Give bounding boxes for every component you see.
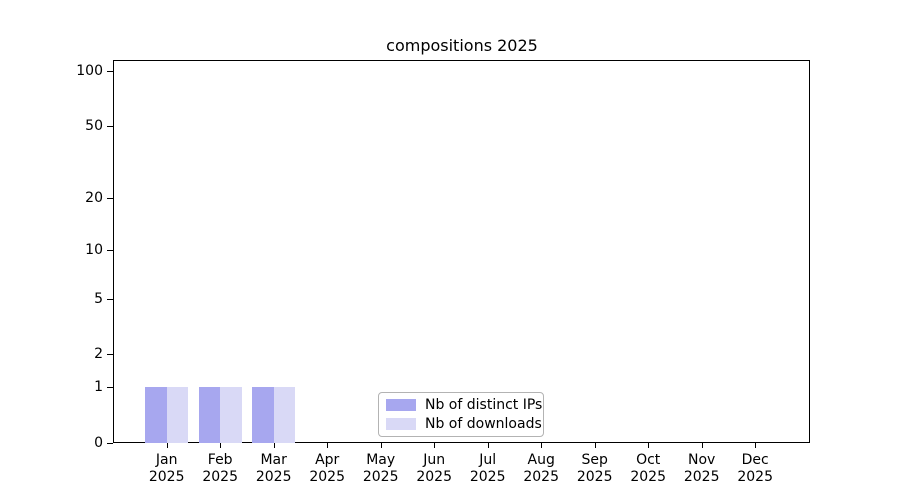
bar-downloads xyxy=(273,387,296,443)
x-tick-label-line: 2025 xyxy=(683,469,720,485)
x-tick-label-line: 2025 xyxy=(309,469,345,485)
bar-downloads xyxy=(220,387,242,443)
x-tick-label-line: 2025 xyxy=(362,469,399,485)
x-tick-mark xyxy=(380,443,382,448)
plot-area xyxy=(113,60,810,443)
x-tick-label: Jul 2025 xyxy=(456,452,520,486)
x-tick-label-line: Mar xyxy=(260,452,287,468)
x-tick-label-line: 2025 xyxy=(148,469,185,485)
y-tick-label: 10 xyxy=(85,241,103,258)
legend-item: Nb of downloads xyxy=(386,415,543,432)
y-tick-label: 50 xyxy=(85,118,103,135)
x-tick-label-line: Jan xyxy=(155,452,178,468)
y-tick-mark xyxy=(107,126,113,128)
x-tick-label: Nov 2025 xyxy=(670,452,734,486)
x-tick-label-line: Feb xyxy=(207,452,233,468)
x-tick-label: Feb 2025 xyxy=(188,452,252,486)
bar-downloads xyxy=(166,387,189,443)
x-tick-label-line: Oct xyxy=(636,452,661,468)
x-tick-label: Jun 2025 xyxy=(402,452,466,486)
x-tick-label-line: 2025 xyxy=(630,469,666,485)
y-tick-label: 1 xyxy=(94,379,103,396)
x-tick-label-line: May xyxy=(366,452,396,468)
legend: Nb of distinct IPs Nb of downloads xyxy=(378,392,544,437)
y-tick-mark xyxy=(107,387,113,389)
x-tick-label-line: 2025 xyxy=(523,469,559,485)
x-tick-mark xyxy=(755,443,757,448)
y-tick-label: 5 xyxy=(94,290,103,307)
x-tick-label-line: Jul xyxy=(479,452,497,468)
y-tick-mark xyxy=(107,249,113,251)
x-tick-label: Dec 2025 xyxy=(723,452,787,486)
y-tick-label: 20 xyxy=(85,189,103,206)
x-tick-label: Apr 2025 xyxy=(295,452,359,486)
legend-item: Nb of distinct IPs xyxy=(386,396,543,413)
y-tick-mark xyxy=(107,71,113,73)
y-tick-mark xyxy=(107,443,113,444)
x-tick-label-line: Sep xyxy=(581,452,608,468)
legend-swatch-distinct-ips xyxy=(386,399,416,411)
y-tick-mark xyxy=(107,354,113,356)
x-tick-label-line: Nov xyxy=(688,452,716,468)
y-tick-label: 2 xyxy=(94,346,103,363)
x-tick-mark xyxy=(594,443,596,448)
x-tick-label-line: Dec xyxy=(741,452,769,468)
bar-distinct-ips xyxy=(145,387,167,443)
x-tick-label: Oct 2025 xyxy=(616,452,680,486)
x-tick-mark xyxy=(220,443,222,448)
x-tick-mark xyxy=(701,443,703,448)
x-tick-label-line: Apr xyxy=(315,452,340,468)
x-tick-mark xyxy=(541,443,543,448)
x-tick-label-line: 2025 xyxy=(469,469,506,485)
x-tick-label-line: 2025 xyxy=(416,469,452,485)
legend-label: Nb of distinct IPs xyxy=(425,396,543,413)
y-tick-mark xyxy=(107,197,113,199)
x-tick-mark xyxy=(434,443,436,448)
y-tick-label: 100 xyxy=(76,63,103,80)
x-tick-label-line: Jun xyxy=(423,452,446,468)
legend-label: Nb of downloads xyxy=(425,415,542,432)
x-tick-label-line: Aug xyxy=(527,452,555,468)
bar-distinct-ips xyxy=(252,387,274,443)
x-tick-label-line: 2025 xyxy=(737,469,773,485)
x-tick-label: Sep 2025 xyxy=(563,452,627,486)
y-tick-mark xyxy=(107,298,113,300)
x-tick-label-line: 2025 xyxy=(202,469,238,485)
x-tick-mark xyxy=(273,443,275,448)
y-tick-label: 0 xyxy=(94,435,103,451)
x-tick-mark xyxy=(166,443,168,448)
x-tick-label: Jan 2025 xyxy=(135,452,199,486)
legend-swatch-downloads xyxy=(386,418,416,430)
x-tick-mark xyxy=(648,443,650,448)
x-tick-label: Aug 2025 xyxy=(509,452,573,486)
x-tick-label-line: 2025 xyxy=(255,469,292,485)
x-tick-label: May 2025 xyxy=(349,452,413,486)
x-tick-label-line: 2025 xyxy=(576,469,613,485)
bar-distinct-ips xyxy=(198,387,221,443)
x-tick-mark xyxy=(327,443,329,448)
x-tick-mark xyxy=(487,443,489,448)
chart-title: compositions 2025 xyxy=(386,36,538,55)
x-tick-label: Mar 2025 xyxy=(242,452,306,486)
